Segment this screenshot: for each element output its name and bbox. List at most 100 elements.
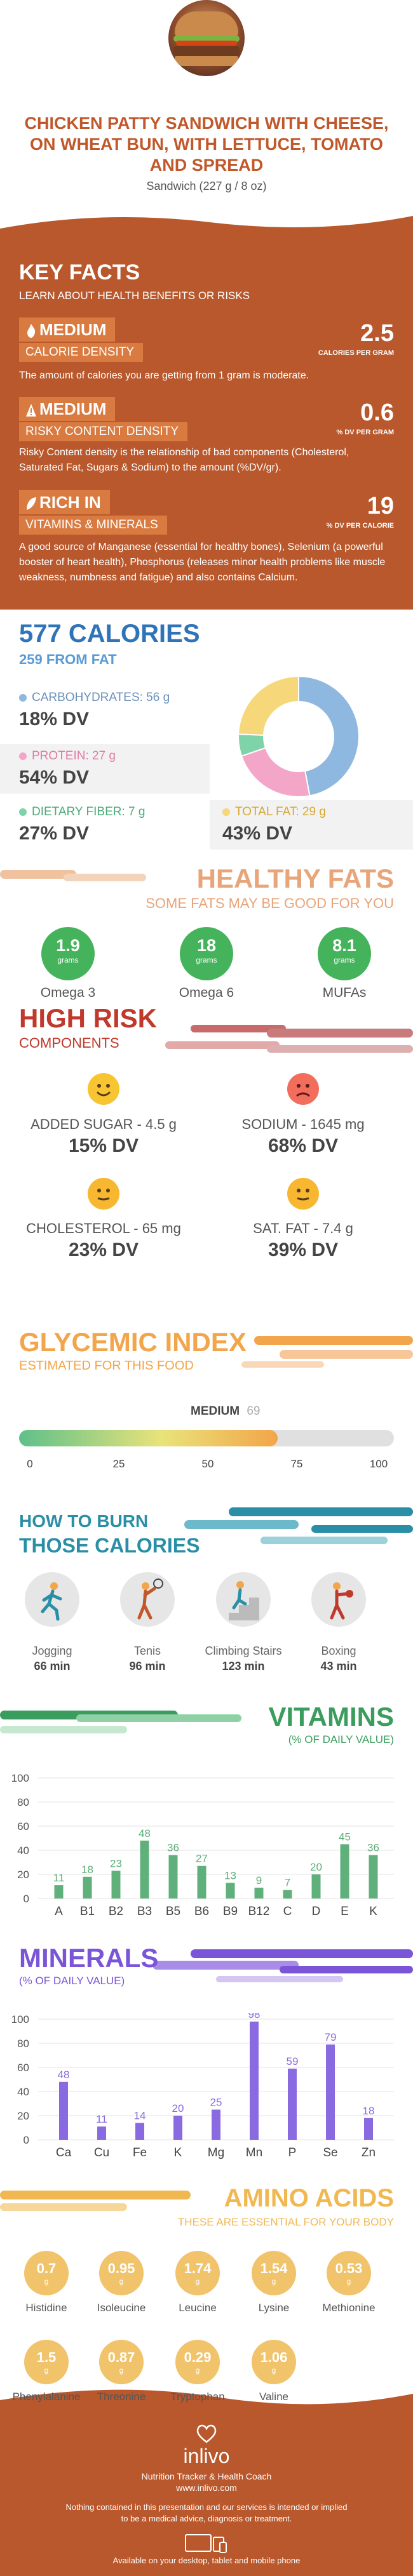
- vitamin-value-label: 7: [285, 1877, 290, 1889]
- vitamin-category-label: A: [55, 1905, 63, 1918]
- rich-in-level-text: RICH IN: [39, 493, 101, 512]
- valine-circle: 1.06 g: [252, 2340, 296, 2384]
- jogging-icon: [25, 1572, 79, 1627]
- tennis-time: 96 min: [129, 1660, 166, 1672]
- high-risk-subtitle: COMPONENTS: [19, 1035, 119, 1051]
- vitamin-bar-c: [283, 1890, 292, 1899]
- tennis-icon: [120, 1572, 175, 1627]
- vitamin-value-label: 36: [367, 1842, 379, 1854]
- lysine-unit: g: [271, 2277, 276, 2286]
- fat-label: TOTAL FAT: 29 g: [235, 805, 326, 818]
- leucine-unit: g: [195, 2277, 200, 2286]
- vitamin-value-label: 36: [167, 1842, 179, 1854]
- mufas-value: 8.1: [332, 936, 356, 955]
- flame-icon: [27, 324, 36, 338]
- mineral-value-label: 14: [134, 2109, 146, 2121]
- boxing-icon: [311, 1572, 366, 1627]
- lysine-circle: 1.54 g: [252, 2251, 296, 2295]
- vitamin-bar-b6: [197, 1865, 207, 1899]
- boxing-label: Boxing: [321, 1645, 356, 1657]
- burn-title-line1: HOW TO BURN: [19, 1511, 149, 1531]
- minerals-subtitle: (% OF DAILY VALUE): [19, 1975, 125, 1987]
- vitamins-title: VITAMINS: [268, 1702, 394, 1732]
- fat-dv: 43% DV: [222, 823, 293, 844]
- fat-dot: [222, 808, 230, 816]
- vitamin-category-label: K: [369, 1905, 377, 1918]
- hero-wave: [0, 216, 413, 241]
- vitamin-ytick-label: 60: [17, 1820, 29, 1832]
- vitamin-category-label: C: [283, 1905, 292, 1918]
- vitamin-value-label: 27: [196, 1853, 208, 1865]
- cholesterol-label: CHOLESTEROL - 65 mg: [26, 1220, 181, 1236]
- vitamin-category-label: B2: [109, 1905, 123, 1918]
- glycemic-bar: [19, 1430, 394, 1446]
- mineral-bar-mn: [250, 2021, 259, 2140]
- glycemic-level-wrap: MEDIUM 69: [191, 1405, 260, 1418]
- footer-url[interactable]: www.inlivo.com: [176, 2483, 237, 2493]
- vitamin-bar-b5: [168, 1855, 178, 1899]
- tryptophan-value: 0.29: [184, 2349, 212, 2365]
- threonine-unit: g: [119, 2366, 124, 2375]
- healthy-fats-subtitle: SOME FATS MAY BE GOOD FOR YOU: [146, 895, 394, 911]
- omega6-unit: grams: [196, 956, 217, 964]
- vitamin-ytick-label: 20: [17, 1869, 29, 1881]
- healthy-fats-title: HEALTHY FATS: [196, 864, 394, 893]
- mineral-bar-ca: [59, 2081, 68, 2140]
- risky-content-unit: % DV PER GRAM: [336, 429, 394, 436]
- stairs-label: Climbing Stairs: [205, 1645, 282, 1657]
- minerals-title: MINERALS: [19, 1943, 159, 1973]
- mineral-value-label: 20: [172, 2102, 184, 2114]
- added-sugar-dv: 15% DV: [68, 1135, 139, 1156]
- isoleucine-value: 0.95: [107, 2260, 135, 2276]
- footer-tagline: Nutrition Tracker & Health Coach: [141, 2471, 272, 2481]
- vitamin-category-label: B12: [248, 1905, 270, 1918]
- mineral-value-label: 11: [96, 2113, 107, 2125]
- calorie-density-level-text: MEDIUM: [39, 320, 107, 339]
- vitamin-category-label: E: [341, 1905, 349, 1918]
- vitamin-category-label: B5: [166, 1905, 180, 1918]
- fiber-dv: 27% DV: [19, 823, 90, 844]
- mufas-label: MUFAs: [322, 985, 367, 1000]
- mineral-bar-p: [288, 2068, 297, 2140]
- added-sugar-label: ADDED SUGAR - 4.5 g: [30, 1116, 177, 1132]
- mineral-category-label: Se: [323, 2146, 337, 2159]
- lysine-value: 1.54: [260, 2260, 288, 2276]
- leucine-value: 1.74: [184, 2260, 212, 2276]
- mineral-category-label: Zn: [362, 2146, 376, 2159]
- mineral-ytick-label: 0: [24, 2134, 29, 2146]
- vitamin-bar-e: [340, 1844, 349, 1899]
- mineral-bar-cu: [97, 2126, 106, 2140]
- mineral-bar-fe: [135, 2123, 144, 2140]
- calorie-density-unit: CALORIES PER GRAM: [318, 349, 394, 357]
- jogging-time: 66 min: [34, 1660, 71, 1672]
- sat-fat-label: SAT. FAT - 7.4 g: [253, 1220, 353, 1236]
- burn-title-line2: THOSE CALORIES: [19, 1534, 200, 1557]
- carbs-label: CARBOHYDRATES: 56 g: [32, 691, 170, 704]
- amino-title: AMINO ACIDS: [224, 2184, 394, 2212]
- food-title: CHICKEN PATTY SANDWICH WITH CHEESE, ON W…: [24, 114, 389, 175]
- healthy-fats-decor: [0, 870, 146, 881]
- fat-label-wrap: TOTAL FAT: 29 g: [222, 805, 326, 819]
- key-facts-section: KEY FACTS LEARN ABOUT HEALTH BENEFITS OR…: [0, 241, 413, 610]
- omega6-circle: 18 grams: [180, 927, 233, 980]
- vitamin-value-label: 20: [310, 1861, 322, 1873]
- sat-fat-dv: 39% DV: [267, 1239, 339, 1260]
- rich-in-unit: % DV PER CALORIE: [326, 522, 394, 530]
- vitamin-bar-a: [54, 1885, 64, 1899]
- glycemic-value: 69: [247, 1405, 261, 1418]
- mineral-value-label: 18: [363, 2105, 375, 2117]
- phenylalanine-value: 1.5: [36, 2349, 57, 2365]
- lysine-label: Lysine: [258, 2302, 290, 2314]
- leaf-icon: [27, 497, 36, 511]
- vitamin-bar-b9: [226, 1883, 235, 1899]
- protein-label-wrap: PROTEIN: 27 g: [19, 749, 116, 763]
- tryptophan-unit: g: [195, 2366, 200, 2375]
- gi-tick-25: 25: [112, 1458, 125, 1470]
- vitamin-category-label: D: [312, 1905, 321, 1918]
- mineral-category-label: Fe: [133, 2146, 147, 2159]
- footer-available: Available on your desktop, tablet and mo…: [112, 2556, 301, 2565]
- mineral-value-label: 59: [287, 2055, 299, 2067]
- gi-tick-100: 100: [369, 1458, 388, 1470]
- calorie-density-value: 2.5: [360, 320, 394, 347]
- mufas-unit: grams: [334, 956, 355, 964]
